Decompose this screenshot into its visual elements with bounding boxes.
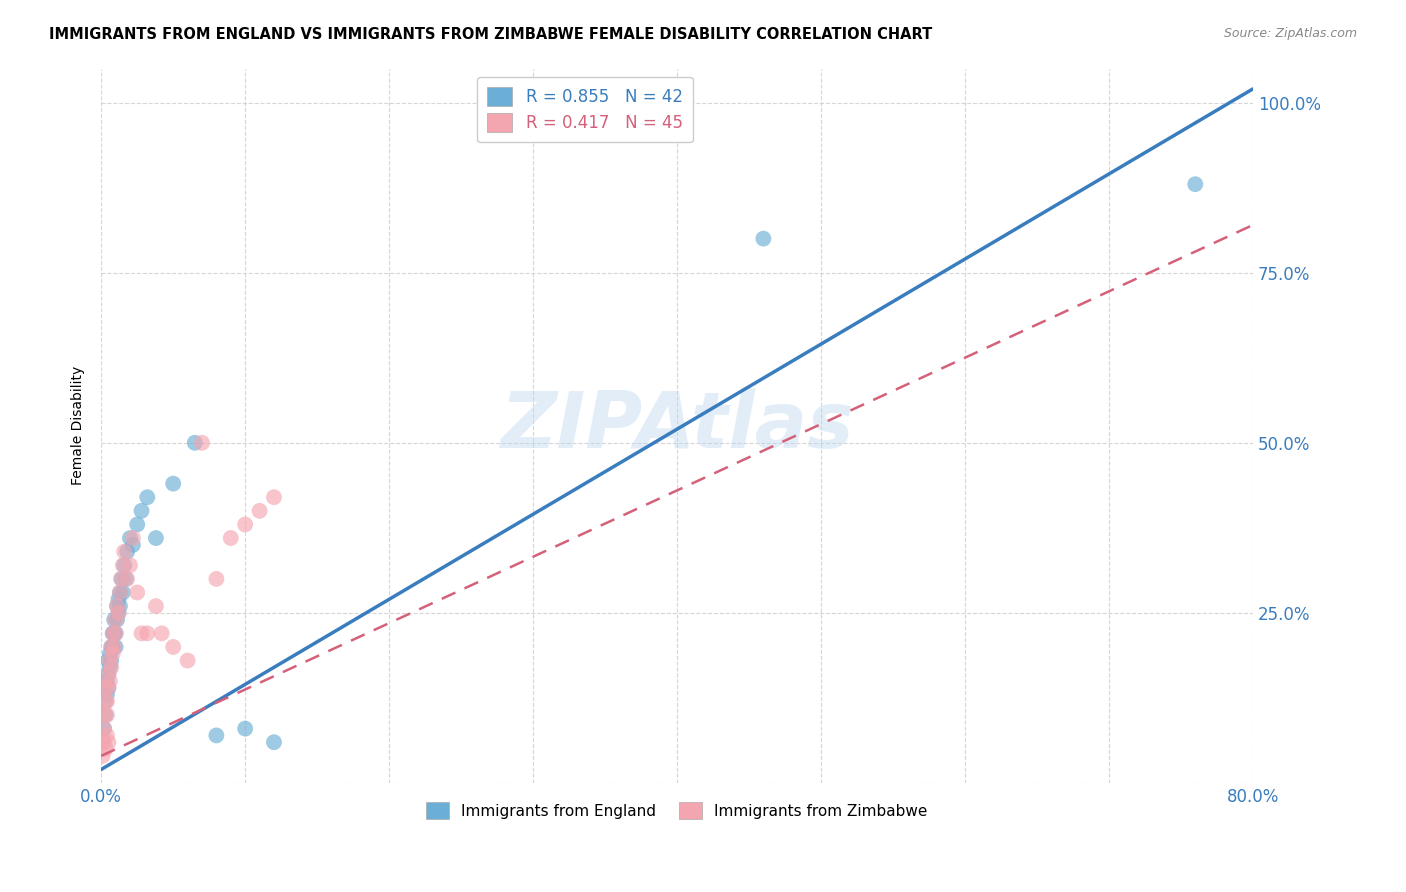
Point [233, 517, 256, 532]
Point [105, 599, 128, 613]
Point [104, 626, 127, 640]
Point [115, 572, 138, 586]
Point [111, 558, 134, 573]
Point [107, 606, 129, 620]
Point [112, 558, 135, 573]
Point [94, 708, 117, 723]
Point [110, 572, 132, 586]
Point [752, 232, 775, 246]
Point [184, 435, 207, 450]
Point [1184, 178, 1206, 192]
Point [176, 654, 198, 668]
Point [122, 531, 145, 545]
Legend: Immigrants from England, Immigrants from Zimbabwe: Immigrants from England, Immigrants from… [420, 796, 934, 825]
Point [101, 647, 124, 661]
Point [103, 613, 125, 627]
Point [91, 748, 114, 763]
Point [162, 640, 184, 654]
Point [104, 640, 127, 654]
Point [233, 722, 256, 736]
Text: Source: ZipAtlas.com: Source: ZipAtlas.com [1223, 27, 1357, 40]
Point [104, 613, 127, 627]
Point [97, 681, 120, 695]
Point [94, 681, 117, 695]
Point [145, 599, 167, 613]
Point [108, 585, 131, 599]
Point [100, 654, 122, 668]
Point [97, 667, 120, 681]
Point [122, 538, 145, 552]
Point [263, 735, 285, 749]
Point [107, 592, 129, 607]
Point [96, 688, 118, 702]
Point [108, 585, 131, 599]
Point [97, 681, 120, 695]
Point [101, 626, 124, 640]
Point [136, 626, 159, 640]
Point [191, 435, 214, 450]
Text: IMMIGRANTS FROM ENGLAND VS IMMIGRANTS FROM ZIMBABWE FEMALE DISABILITY CORRELATIO: IMMIGRANTS FROM ENGLAND VS IMMIGRANTS FR… [49, 27, 932, 42]
Point [91, 735, 114, 749]
Point [94, 694, 117, 708]
Point [96, 673, 118, 688]
Point [118, 531, 141, 545]
Point [93, 735, 115, 749]
Point [100, 660, 122, 674]
Text: ZIPAtlas: ZIPAtlas [501, 388, 853, 464]
Point [162, 476, 184, 491]
Point [103, 640, 125, 654]
Point [100, 640, 122, 654]
Point [205, 572, 228, 586]
Point [127, 517, 149, 532]
Point [104, 626, 127, 640]
Point [98, 673, 121, 688]
Point [94, 742, 117, 756]
Point [145, 531, 167, 545]
Point [96, 708, 118, 723]
Point [112, 544, 135, 558]
Point [105, 613, 128, 627]
Point [101, 626, 124, 640]
Point [98, 660, 121, 674]
Point [249, 504, 271, 518]
Point [103, 626, 125, 640]
Point [105, 599, 128, 613]
Point [96, 694, 118, 708]
Point [94, 694, 117, 708]
Point [150, 626, 173, 640]
Point [101, 640, 124, 654]
Point [131, 626, 153, 640]
Point [110, 572, 132, 586]
Point [219, 531, 242, 545]
Point [100, 640, 122, 654]
Point [127, 585, 149, 599]
Point [93, 708, 115, 723]
Point [111, 585, 134, 599]
Point [93, 722, 115, 736]
Point [263, 490, 285, 504]
Point [97, 735, 120, 749]
Point [114, 572, 136, 586]
Point [97, 654, 120, 668]
Point [136, 490, 159, 504]
Point [108, 599, 131, 613]
Y-axis label: Female Disability: Female Disability [72, 366, 86, 485]
Point [115, 544, 138, 558]
Point [98, 654, 121, 668]
Point [118, 558, 141, 573]
Point [205, 728, 228, 742]
Point [98, 647, 121, 661]
Point [107, 606, 129, 620]
Point [96, 728, 118, 742]
Point [97, 667, 120, 681]
Point [93, 722, 115, 736]
Point [131, 504, 153, 518]
